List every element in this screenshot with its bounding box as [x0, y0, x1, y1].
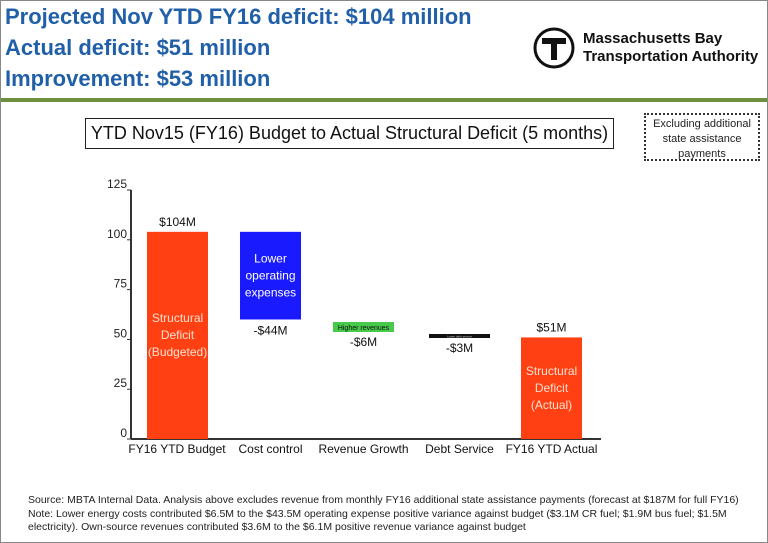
bar-label: Higher revenues	[338, 325, 390, 332]
bar-label: Structural	[152, 311, 203, 325]
category-label: Revenue Growth	[318, 442, 408, 456]
bar-2	[333, 322, 394, 332]
data-label: -$44M	[253, 323, 287, 337]
y-tick-label: 0	[120, 426, 127, 440]
bar-label: (Actual)	[531, 398, 572, 412]
bar-label: (Budgeted)	[148, 345, 207, 359]
bar-label: Lower debt service	[447, 335, 473, 339]
category-label: FY16 YTD Budget	[128, 442, 226, 456]
bar-label: expenses	[245, 286, 296, 300]
category-label: Cost control	[238, 442, 302, 456]
y-tick-label: 25	[114, 376, 128, 390]
headline-projected: Projected Nov YTD FY16 deficit: $104 mil…	[5, 4, 472, 29]
category-label: FY16 YTD Actual	[506, 442, 598, 456]
bar-label: Deficit	[535, 381, 569, 395]
waterfall-chart: 0 25 50 75 100 125 Structural Deficit (Budgeted)…	[107, 177, 601, 456]
logo-text-line2: Transportation Authority	[583, 48, 759, 65]
note-line-3: payments	[678, 148, 726, 160]
mbta-t-icon	[533, 27, 575, 69]
bar-4	[521, 337, 582, 439]
headline-improvement: Improvement: $53 million	[5, 66, 271, 91]
bar-3	[429, 334, 490, 338]
mbta-logo: Massachusetts Bay Transportation Authori…	[533, 27, 758, 69]
bar-0	[147, 231, 208, 439]
chart-title: YTD Nov15 (FY16) Budget to Actual Struct…	[85, 118, 614, 149]
note-line-2: state assistance	[662, 133, 742, 145]
exclusion-note-box: Excluding additional state assistance pa…	[644, 113, 760, 161]
bar-1	[240, 231, 301, 320]
y-tick-label: 50	[114, 326, 128, 340]
data-label: $51M	[536, 320, 566, 334]
footer-source: Source: MBTA Internal Data. Analysis abo…	[28, 494, 739, 506]
headline-actual: Actual deficit: $51 million	[5, 35, 271, 60]
footer-note: Note: Lower energy costs contributed $6.…	[28, 507, 727, 534]
bar-label: Deficit	[161, 328, 195, 342]
data-label: $104M	[159, 215, 196, 229]
y-tick-label: 75	[114, 277, 128, 291]
y-tick-label: 125	[107, 177, 127, 191]
header-divider	[1, 98, 767, 102]
category-label: Debt Service	[425, 442, 494, 456]
data-label: -$6M	[350, 335, 377, 349]
note-line-1: Excluding additional	[653, 118, 751, 130]
bar-label: operating	[245, 269, 295, 283]
y-tick-label: 100	[107, 227, 127, 241]
bar-label: Structural	[526, 364, 577, 378]
bar-label: Lower	[254, 252, 287, 266]
footer-notes: Source: MBTA Internal Data. Analysis abo…	[28, 494, 763, 535]
logo-text-line1: Massachusetts Bay	[583, 30, 723, 47]
data-label: -$3M	[446, 341, 473, 355]
